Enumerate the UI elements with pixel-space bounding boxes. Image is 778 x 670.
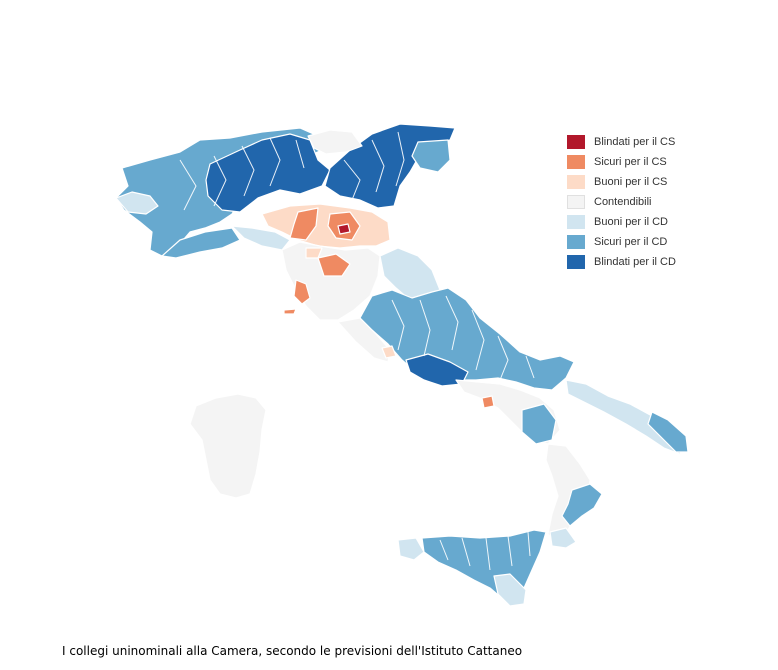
legend-item: Blindati per il CS [567,132,676,152]
legend-swatch [567,195,585,209]
region-puglia [565,379,687,455]
legend-swatch [567,135,585,149]
region-sicilia-west [397,537,425,561]
region-toscana-coast [293,279,311,305]
region-emilia-blindati-cs [337,223,351,235]
legend-swatch [567,255,585,269]
region-toscana-buoni [305,247,323,259]
legend-label: Blindati per il CD [594,256,676,268]
legend-item: Buoni per il CS [567,172,676,192]
district-borders-south [439,531,531,571]
district-borders-north [179,131,405,211]
map-caption: I collegi uninominali alla Camera, secon… [62,644,523,658]
legend-item: Sicuri per il CS [567,152,676,172]
legend-swatch [567,175,585,189]
legend-swatch [567,215,585,229]
legend-label: Sicuri per il CS [594,156,667,168]
legend-swatch [567,235,585,249]
region-calabria-south [549,527,577,549]
legend-swatch [567,155,585,169]
region-basilicata [521,403,557,445]
legend-item: Sicuri per il CD [567,232,676,252]
region-valdaosta [115,191,159,215]
region-liguria [231,225,291,251]
legend-label: Buoni per il CD [594,216,668,228]
region-puglia-salento [647,411,689,453]
region-liguria-west [161,227,241,259]
region-toscana-sicuri [317,253,351,277]
legend-label: Contendibili [594,196,652,208]
region-elba [283,308,297,315]
district-borders-center [391,295,535,381]
region-sicilia-south [493,573,527,607]
region-sardegna [189,393,267,499]
legend-item: Contendibili [567,192,676,212]
italy-map [115,123,689,607]
region-napoli-cs [481,395,495,409]
legend-item: Buoni per il CD [567,212,676,232]
legend-item: Blindati per il CD [567,252,676,272]
region-friuli [411,139,451,173]
legend-label: Blindati per il CS [594,136,676,148]
region-emilia-sicuri [289,207,319,241]
legend-label: Buoni per il CS [594,176,668,188]
legend-label: Sicuri per il CD [594,236,668,248]
region-roma-cs [381,345,397,359]
legend: Blindati per il CS Sicuri per il CS Buoni … [567,132,676,272]
region-trentino [307,129,363,155]
region-calabria-cd [561,483,603,527]
